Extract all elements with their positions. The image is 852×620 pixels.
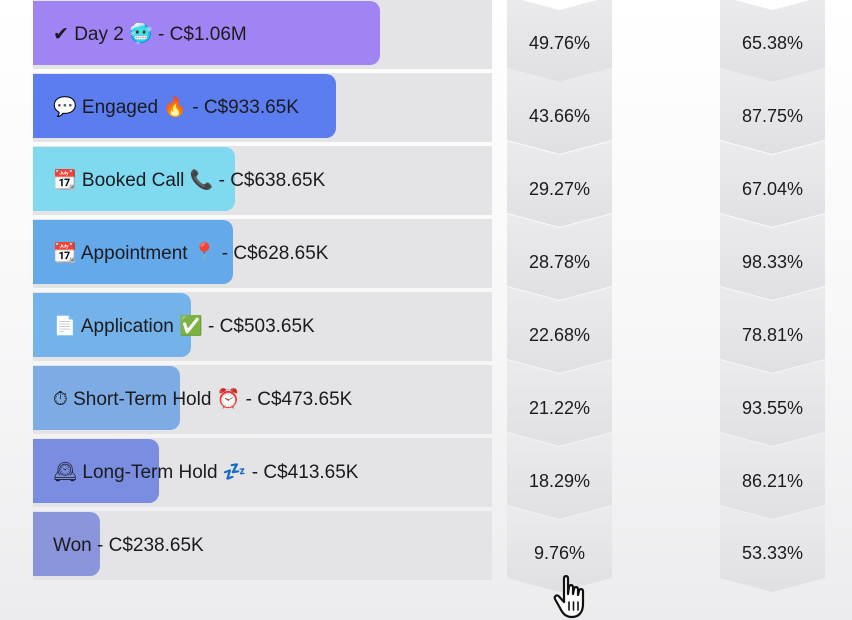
funnel-stage-label: 📆 Appointment 📍 - C$628.65K [53, 243, 329, 264]
funnel-bar [33, 220, 233, 284]
funnel-stage-booked-call[interactable]: 📆 Booked Call 📞 - C$638.65K [33, 146, 492, 215]
funnel-bar [33, 293, 192, 357]
step-chevron [720, 68, 825, 154]
hand-pointer-cursor-icon [553, 575, 585, 619]
funnel-stage-label: 💬 Engaged 🔥 - C$933.65K [53, 97, 299, 118]
step-chevron [720, 360, 825, 446]
funnel-stage-label: Won - C$238.65K [53, 535, 204, 556]
step-percent-application: 78.81% [741, 325, 804, 345]
overall-chevron [507, 0, 612, 82]
step-percent-appointment: 98.33% [741, 252, 804, 272]
funnel-bar [33, 74, 336, 138]
funnel-stage-day-2[interactable]: ✔ Day 2 🥶 - C$1.06M [33, 0, 492, 69]
step-percent-day-2: 65.38% [741, 33, 804, 53]
overall-percent-booked-call: 29.27% [528, 179, 591, 199]
funnel-stage-long-term-hold[interactable]: 🕰 Long-Term Hold 💤 - C$413.65K [33, 438, 492, 507]
overall-chevron [507, 141, 612, 227]
funnel-stage-engaged[interactable]: 💬 Engaged 🔥 - C$933.65K [33, 73, 492, 142]
step-chevron [720, 0, 825, 82]
overall-chevron [507, 68, 612, 154]
overall-percent-application: 22.68% [528, 325, 591, 345]
step-chevron [720, 141, 825, 227]
overall-percent-engaged: 43.66% [528, 106, 591, 126]
step-conversion-column: 65.38% 87.75% 67.04% 98.33% 78.81% 93.55… [720, 0, 825, 592]
funnel-stage-label: ✔ Day 2 🥶 - C$1.06M [53, 24, 247, 45]
overall-chevron [507, 287, 612, 373]
step-percent-engaged: 87.75% [741, 106, 804, 126]
step-percent-long-term-hold: 86.21% [741, 471, 804, 491]
step-chevron [720, 433, 825, 519]
overall-percent-appointment: 28.78% [528, 252, 591, 272]
funnel-stage-won[interactable]: Won - C$238.65K [33, 511, 492, 580]
funnel-stage-short-term-hold[interactable]: ⏱ Short-Term Hold ⏰ - C$473.65K [33, 365, 492, 434]
funnel-bar [33, 512, 100, 576]
funnel-stage-appointment[interactable]: 📆 Appointment 📍 - C$628.65K [33, 219, 492, 288]
overall-percent-won: 9.76% [533, 543, 586, 563]
overall-percent-short-term-hold: 21.22% [528, 398, 591, 418]
overall-chevron [507, 433, 612, 519]
funnel-stage-label: 📆 Booked Call 📞 - C$638.65K [53, 170, 326, 191]
funnel-stage-label: ⏱ Short-Term Hold ⏰ - C$473.65K [53, 389, 353, 410]
funnel-bar [33, 1, 380, 65]
step-chevron [720, 214, 825, 300]
funnel-chart: ✔ Day 2 🥶 - C$1.06M 💬 Engaged 🔥 - C$933.… [33, 0, 492, 585]
funnel-stage-label: 🕰 Long-Term Hold 💤 - C$413.65K [53, 462, 359, 483]
overall-chevron [507, 214, 612, 300]
overall-percent-day-2: 49.76% [528, 33, 591, 53]
overall-percent-long-term-hold: 18.29% [528, 471, 591, 491]
overall-chevron [507, 360, 612, 446]
step-chevron [720, 506, 825, 592]
overall-chevron [507, 506, 612, 592]
step-percent-booked-call: 67.04% [741, 179, 804, 199]
funnel-bar [33, 439, 160, 503]
funnel-bar [33, 147, 235, 211]
step-percent-short-term-hold: 93.55% [741, 398, 804, 418]
funnel-stage-label: 📄 Application ✅ - C$503.65K [53, 316, 315, 337]
overall-conversion-column: 49.76% 43.66% 29.27% 28.78% 22.68% 21.22… [507, 0, 612, 592]
step-chevron [720, 287, 825, 373]
funnel-bar [33, 366, 180, 430]
funnel-stage-application[interactable]: 📄 Application ✅ - C$503.65K [33, 292, 492, 361]
step-percent-won: 53.33% [741, 543, 804, 563]
